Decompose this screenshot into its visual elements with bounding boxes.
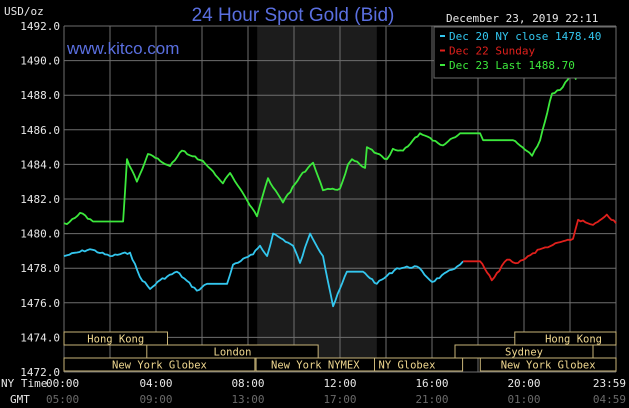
x-tick-label-ny: 00:00 [46, 377, 79, 390]
session-label: New York NYMEX [271, 360, 360, 372]
legend-entry: Dec 20 NY close 1478.40 [449, 30, 601, 43]
session-box [63, 331, 168, 346]
chart-timestamp: December 23, 2019 22:11 [446, 12, 598, 25]
y-tick-label: 1486.0 [20, 124, 60, 137]
session-label: NY Globex [379, 360, 436, 372]
legend-entry: Dec 22 Sunday [449, 45, 535, 58]
x-tick-label-ny: 16:00 [415, 377, 448, 390]
y-tick-label: 1490.0 [20, 55, 60, 68]
y-tick-label: 1480.0 [20, 228, 60, 241]
session-label: London [214, 347, 252, 359]
y-tick-label: 1482.0 [20, 193, 60, 206]
chart-title: 24 Hour Spot Gold (Bid) [192, 5, 395, 26]
y-tick-label: 1476.0 [20, 297, 60, 310]
y-tick-label: 1474.0 [20, 331, 60, 344]
x-tick-label-ny: 04:00 [139, 377, 172, 390]
x-tick-label-gmt: 05:00 [46, 393, 79, 406]
session-box [479, 357, 617, 372]
x-tick-label-ny: 08:00 [231, 377, 264, 390]
x-tick-label-ny: 23:59 [593, 377, 626, 390]
y-tick-label: 1478.0 [20, 262, 60, 275]
session-label: New York Globex [501, 360, 596, 372]
x-tick-label-gmt: 01:00 [507, 393, 540, 406]
y-tick-label: 1492.0 [20, 20, 60, 33]
series-line-2 [63, 71, 577, 225]
kitco-watermark: www.kitco.com [66, 39, 179, 58]
x-tick-label-ny: 20:00 [507, 377, 540, 390]
series-line-0 [63, 232, 464, 308]
session-label: Hong Kong [87, 334, 144, 346]
session-label: Hong Kong [545, 334, 602, 346]
x-tick-label-ny: 12:00 [323, 377, 356, 390]
session-label: Sydney [505, 347, 543, 359]
legend-entry: Dec 23 Last 1488.70 [449, 59, 575, 72]
gmt-row-label: GMT [10, 393, 30, 406]
y-tick-label: 1484.0 [20, 158, 60, 171]
session-box [374, 357, 464, 372]
session-box [63, 357, 256, 372]
x-tick-label-gmt: 17:00 [323, 393, 356, 406]
y-axis-unit-label: USD/oz [4, 5, 44, 18]
x-tick-label-gmt: 13:00 [231, 393, 264, 406]
x-tick-label-gmt: 21:00 [415, 393, 448, 406]
y-tick-label: 1488.0 [20, 89, 60, 102]
ny-time-row-label: NY Time [1, 377, 47, 390]
session-label: New York Globex [112, 360, 207, 372]
x-tick-label-gmt: 09:00 [139, 393, 172, 406]
legend: Dec 20 NY close 1478.40 Dec 22 SundayDec … [433, 26, 617, 79]
series-line-1 [463, 213, 617, 282]
y-tick-label: 1472.0 [20, 366, 60, 379]
x-tick-label-gmt: 04:59 [593, 393, 626, 406]
